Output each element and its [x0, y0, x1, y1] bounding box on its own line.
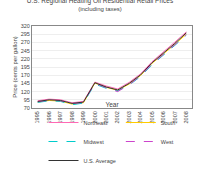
svg-text:2001: 2001	[103, 111, 110, 124]
svg-text:2002: 2002	[114, 111, 120, 123]
svg-text:Northeast: Northeast	[84, 120, 108, 126]
svg-text:170: 170	[21, 72, 30, 78]
svg-text:2000: 2000	[91, 111, 98, 124]
svg-text:1998: 1998	[69, 111, 75, 123]
svg-text:Year: Year	[105, 101, 119, 108]
svg-text:2008: 2008	[183, 111, 189, 123]
svg-text:Price (cents per gallon): Price (cents per gallon)	[12, 36, 18, 98]
svg-text:Midwest: Midwest	[84, 139, 105, 145]
svg-text:220: 220	[21, 56, 30, 62]
svg-text:South: South	[161, 120, 175, 126]
svg-text:U.S. Average: U.S. Average	[84, 158, 116, 164]
svg-text:1999: 1999	[80, 111, 87, 124]
svg-text:295: 295	[21, 31, 30, 37]
svg-text:145: 145	[21, 80, 30, 86]
svg-text:2006: 2006	[160, 111, 167, 124]
svg-text:West: West	[161, 139, 174, 145]
svg-text:1996: 1996	[46, 111, 52, 123]
svg-text:245: 245	[21, 48, 30, 54]
svg-text:320: 320	[21, 23, 30, 29]
svg-text:2004: 2004	[137, 111, 143, 123]
svg-text:195: 195	[21, 64, 30, 70]
svg-text:1995: 1995	[34, 111, 40, 123]
svg-text:1997: 1997	[57, 111, 63, 123]
svg-text:270: 270	[21, 39, 30, 45]
svg-text:70: 70	[24, 105, 30, 111]
svg-text:2003: 2003	[126, 111, 132, 123]
svg-text:U.S. Regional Heating Oil Resi: U.S. Regional Heating Oil Residential Re…	[27, 0, 174, 12]
svg-text:2007: 2007	[171, 111, 178, 124]
svg-text:120: 120	[21, 89, 30, 95]
svg-text:95: 95	[24, 97, 30, 103]
svg-text:2005: 2005	[149, 111, 155, 123]
